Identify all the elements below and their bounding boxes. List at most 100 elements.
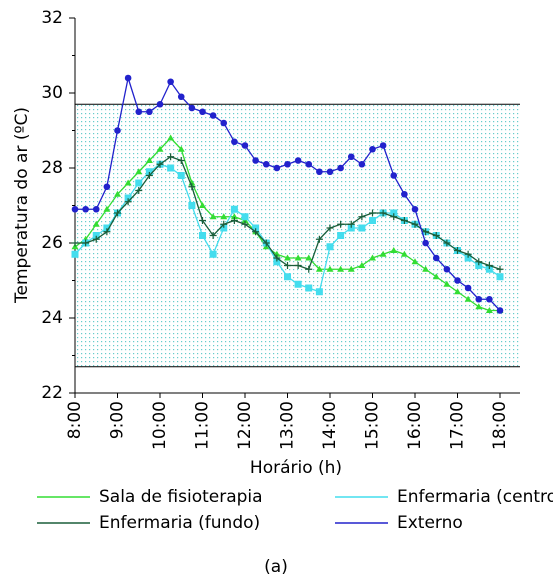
point — [475, 295, 483, 303]
point — [475, 258, 483, 266]
point — [326, 224, 334, 232]
point — [92, 235, 100, 243]
point — [241, 220, 249, 228]
x-tick-label: 17:00 — [448, 401, 468, 450]
point — [294, 157, 302, 164]
point — [443, 280, 451, 287]
x-tick-label: 14:00 — [320, 401, 340, 450]
point — [82, 205, 89, 213]
point — [273, 254, 281, 262]
y-tick-label: 32 — [41, 8, 63, 28]
point — [401, 190, 408, 198]
point — [177, 145, 185, 152]
point — [422, 265, 430, 272]
point — [315, 288, 323, 296]
point — [156, 145, 164, 152]
point — [209, 112, 217, 119]
point — [284, 273, 291, 281]
point — [432, 232, 440, 239]
x-tick-label: 13:00 — [278, 401, 298, 450]
point — [347, 265, 355, 272]
point — [337, 220, 345, 228]
point — [135, 179, 143, 187]
point — [432, 254, 440, 262]
point — [315, 265, 323, 272]
point — [199, 108, 206, 116]
point — [188, 202, 196, 209]
point — [485, 307, 493, 313]
point — [220, 119, 228, 127]
x-tick-label: 12:00 — [235, 401, 255, 450]
point — [284, 160, 291, 168]
point — [167, 78, 174, 86]
point — [369, 217, 376, 224]
point — [230, 205, 238, 213]
point — [464, 284, 472, 292]
point — [209, 232, 217, 239]
point — [422, 228, 430, 236]
point — [411, 220, 419, 228]
point — [103, 224, 111, 232]
point — [284, 254, 291, 261]
point — [177, 93, 185, 101]
point — [369, 254, 376, 261]
point — [390, 247, 398, 253]
y-tick-label: 26 — [41, 233, 63, 253]
point — [156, 100, 164, 108]
point — [92, 232, 100, 239]
point — [124, 194, 132, 202]
point — [326, 243, 334, 251]
point — [252, 224, 260, 232]
point — [496, 273, 504, 281]
point — [496, 307, 504, 314]
point — [167, 153, 175, 161]
point — [347, 153, 355, 161]
x-tick-label: 15:00 — [363, 401, 383, 450]
point — [443, 239, 451, 247]
point — [475, 262, 483, 269]
point — [199, 217, 206, 224]
point — [114, 127, 121, 134]
point — [262, 239, 270, 247]
point — [464, 254, 472, 262]
point — [177, 157, 185, 164]
point — [135, 108, 143, 116]
x-tick-label: 16:00 — [405, 401, 425, 450]
point — [220, 213, 228, 220]
point — [485, 265, 493, 273]
point — [188, 104, 196, 112]
point — [400, 250, 408, 257]
point — [124, 198, 132, 206]
point — [432, 273, 440, 280]
point — [422, 239, 429, 247]
point — [188, 183, 196, 191]
point — [145, 157, 153, 163]
point — [347, 220, 355, 228]
point — [294, 262, 302, 269]
point — [167, 134, 175, 141]
point — [82, 239, 90, 247]
point — [358, 213, 366, 221]
point — [124, 179, 132, 186]
point — [252, 157, 259, 164]
point — [177, 172, 185, 179]
point — [199, 232, 206, 239]
point — [220, 224, 228, 232]
y-axis-title: Temperatura do ar (ºC) — [12, 107, 32, 304]
point — [305, 284, 313, 292]
point — [294, 280, 302, 288]
point — [411, 205, 419, 213]
point — [369, 145, 376, 153]
point — [358, 160, 366, 168]
point — [337, 164, 344, 172]
point — [273, 164, 281, 172]
x-tick-label: 18:00 — [490, 401, 510, 450]
y-tick-label: 24 — [41, 308, 63, 328]
point — [475, 303, 483, 310]
point — [347, 224, 355, 232]
point — [209, 213, 217, 220]
x-tick-label: 11:00 — [193, 401, 213, 450]
point — [305, 160, 313, 168]
point — [124, 74, 132, 82]
